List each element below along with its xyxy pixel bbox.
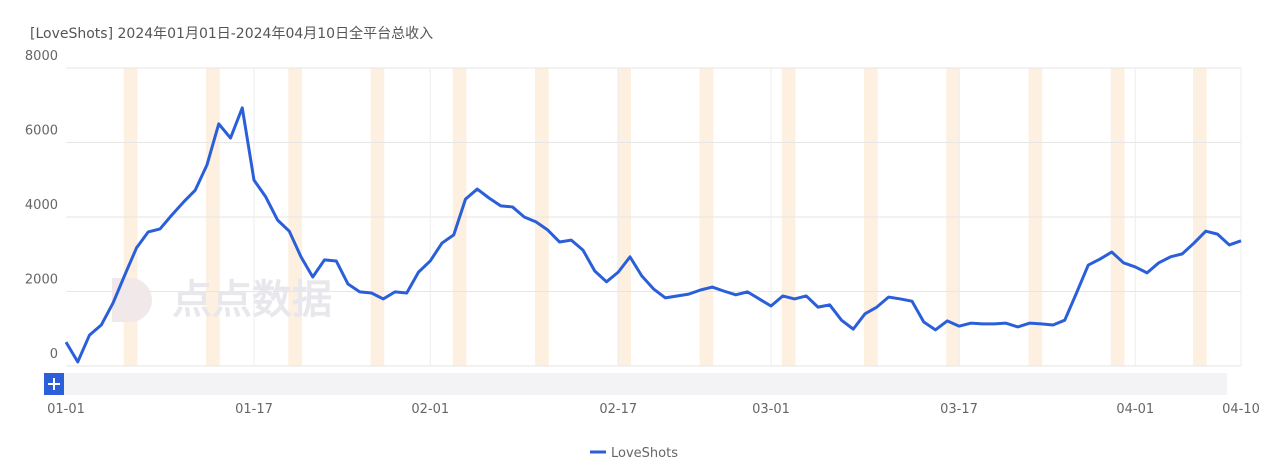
y-tick-label: 4000 xyxy=(25,198,58,213)
watermark-logo xyxy=(112,278,152,322)
zoom-slider[interactable] xyxy=(44,373,1227,395)
x-tick-label: 02-01 xyxy=(411,402,449,417)
x-tick-label: 03-17 xyxy=(940,402,978,417)
x-tick-label: 01-01 xyxy=(47,402,85,417)
x-tick-label: 04-10 xyxy=(1222,402,1260,417)
x-tick-label: 03-01 xyxy=(752,402,790,417)
y-tick-label: 6000 xyxy=(25,124,58,139)
x-tick-label: 01-17 xyxy=(235,402,273,417)
data-line xyxy=(64,106,1242,364)
y-tick-label: 8000 xyxy=(25,49,58,64)
y-tick-label: 2000 xyxy=(25,273,58,288)
legend-label: LoveShots xyxy=(611,446,678,461)
watermark: 点点数据 xyxy=(172,277,332,323)
x-tick-label: 02-17 xyxy=(599,402,637,417)
y-tick-label: 0 xyxy=(50,347,58,362)
x-tick-label: 04-01 xyxy=(1116,402,1154,417)
chart-title: [LoveShots] 2024年01月01日-2024年04月10日全平台总收… xyxy=(30,25,433,42)
plus-icon xyxy=(48,378,60,390)
